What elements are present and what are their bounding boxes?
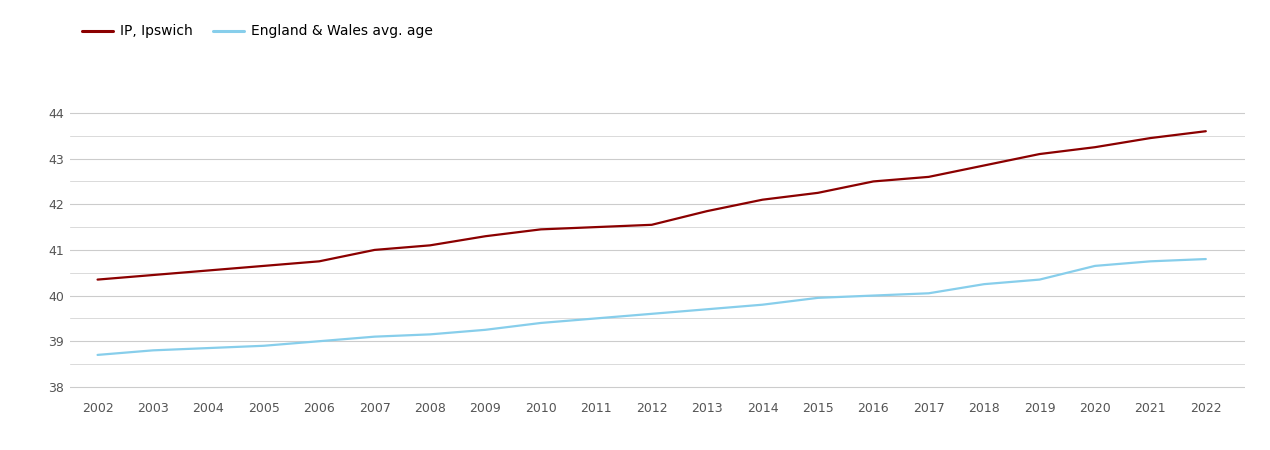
- IP, Ipswich: [866, 179, 881, 184]
- IP, Ipswich: [423, 243, 438, 248]
- England & Wales avg. age: [367, 334, 382, 339]
- England & Wales avg. age: [1198, 256, 1213, 262]
- IP, Ipswich: [201, 268, 216, 273]
- IP, Ipswich: [367, 247, 382, 252]
- England & Wales avg. age: [423, 332, 438, 337]
- IP, Ipswich: [311, 259, 326, 264]
- England & Wales avg. age: [644, 311, 659, 316]
- England & Wales avg. age: [478, 327, 493, 333]
- IP, Ipswich: [145, 272, 160, 278]
- IP, Ipswich: [977, 163, 992, 168]
- England & Wales avg. age: [754, 302, 770, 307]
- IP, Ipswich: [921, 174, 936, 180]
- England & Wales avg. age: [810, 295, 826, 301]
- Legend: IP, Ipswich, England & Wales avg. age: IP, Ipswich, England & Wales avg. age: [76, 18, 438, 44]
- England & Wales avg. age: [921, 291, 936, 296]
- IP, Ipswich: [533, 227, 549, 232]
- England & Wales avg. age: [1143, 259, 1158, 264]
- IP, Ipswich: [644, 222, 659, 228]
- IP, Ipswich: [700, 208, 715, 214]
- IP, Ipswich: [257, 263, 272, 269]
- IP, Ipswich: [1198, 129, 1213, 134]
- Line: IP, Ipswich: IP, Ipswich: [98, 131, 1205, 279]
- England & Wales avg. age: [201, 345, 216, 351]
- England & Wales avg. age: [533, 320, 549, 326]
- IP, Ipswich: [1143, 135, 1158, 141]
- IP, Ipswich: [478, 234, 493, 239]
- England & Wales avg. age: [700, 306, 715, 312]
- IP, Ipswich: [90, 277, 105, 282]
- Line: England & Wales avg. age: England & Wales avg. age: [98, 259, 1205, 355]
- England & Wales avg. age: [589, 316, 605, 321]
- IP, Ipswich: [810, 190, 826, 196]
- IP, Ipswich: [1087, 144, 1102, 150]
- England & Wales avg. age: [1087, 263, 1102, 269]
- England & Wales avg. age: [257, 343, 272, 348]
- England & Wales avg. age: [977, 281, 992, 287]
- England & Wales avg. age: [90, 352, 105, 358]
- IP, Ipswich: [754, 197, 770, 202]
- IP, Ipswich: [1033, 151, 1048, 157]
- England & Wales avg. age: [145, 348, 160, 353]
- England & Wales avg. age: [866, 293, 881, 298]
- England & Wales avg. age: [311, 338, 326, 344]
- IP, Ipswich: [589, 225, 605, 230]
- England & Wales avg. age: [1033, 277, 1048, 282]
